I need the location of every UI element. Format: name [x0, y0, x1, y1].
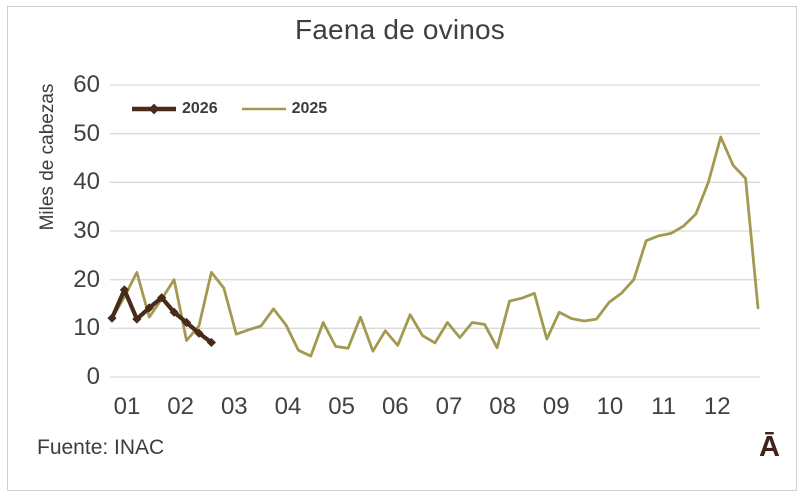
data-point-marker — [107, 313, 117, 323]
y-tick-label: 30 — [73, 217, 100, 244]
legend-item-2025: 2025 — [241, 100, 328, 118]
legend: 2026 2025 — [131, 99, 327, 119]
y-tick-label: 60 — [73, 71, 100, 98]
logo-letter: Ā — [759, 431, 780, 463]
x-tick-label: 04 — [274, 393, 302, 420]
data-point-marker — [181, 317, 192, 328]
data-point-marker — [169, 307, 179, 317]
x-tick-label: 12 — [703, 393, 731, 420]
diamond-marker-icon — [148, 103, 160, 115]
x-tick-label: 11 — [651, 393, 677, 420]
data-point-marker — [206, 337, 216, 348]
y-tick-label: 0 — [86, 363, 100, 390]
y-tick-label: 40 — [73, 168, 100, 196]
x-tick-label: 02 — [167, 393, 194, 420]
data-point-marker — [144, 303, 154, 313]
y-tick-label: 10 — [73, 314, 100, 342]
x-tick-label: 10 — [596, 393, 624, 420]
x-tick-label: 07 — [435, 393, 463, 420]
y-tick-label: 50 — [73, 119, 100, 147]
series-2025-line — [110, 135, 760, 358]
x-tick-label: 08 — [489, 393, 516, 420]
legend-label-2025: 2025 — [291, 100, 328, 117]
x-tick-label: 05 — [328, 393, 355, 420]
chart-title: Faena de ovinos — [294, 14, 506, 45]
data-point-marker — [132, 314, 142, 324]
x-tick-label: 03 — [220, 393, 248, 420]
legend-line-2025-icon — [241, 107, 286, 111]
legend-line-2026-icon — [132, 103, 176, 115]
data-point-marker — [119, 285, 130, 295]
x-tick-label: 09 — [542, 393, 570, 420]
source-note: Fuente: INAC — [37, 436, 165, 459]
legend-label-2026: 2026 — [182, 100, 218, 117]
x-tick-label: 01 — [113, 393, 141, 420]
x-tick-label: 06 — [381, 393, 409, 420]
y-tick-label: 20 — [73, 265, 100, 293]
data-point-marker — [194, 328, 204, 338]
legend-item-2026: 2026 — [131, 100, 218, 118]
data-point-marker — [157, 293, 167, 303]
